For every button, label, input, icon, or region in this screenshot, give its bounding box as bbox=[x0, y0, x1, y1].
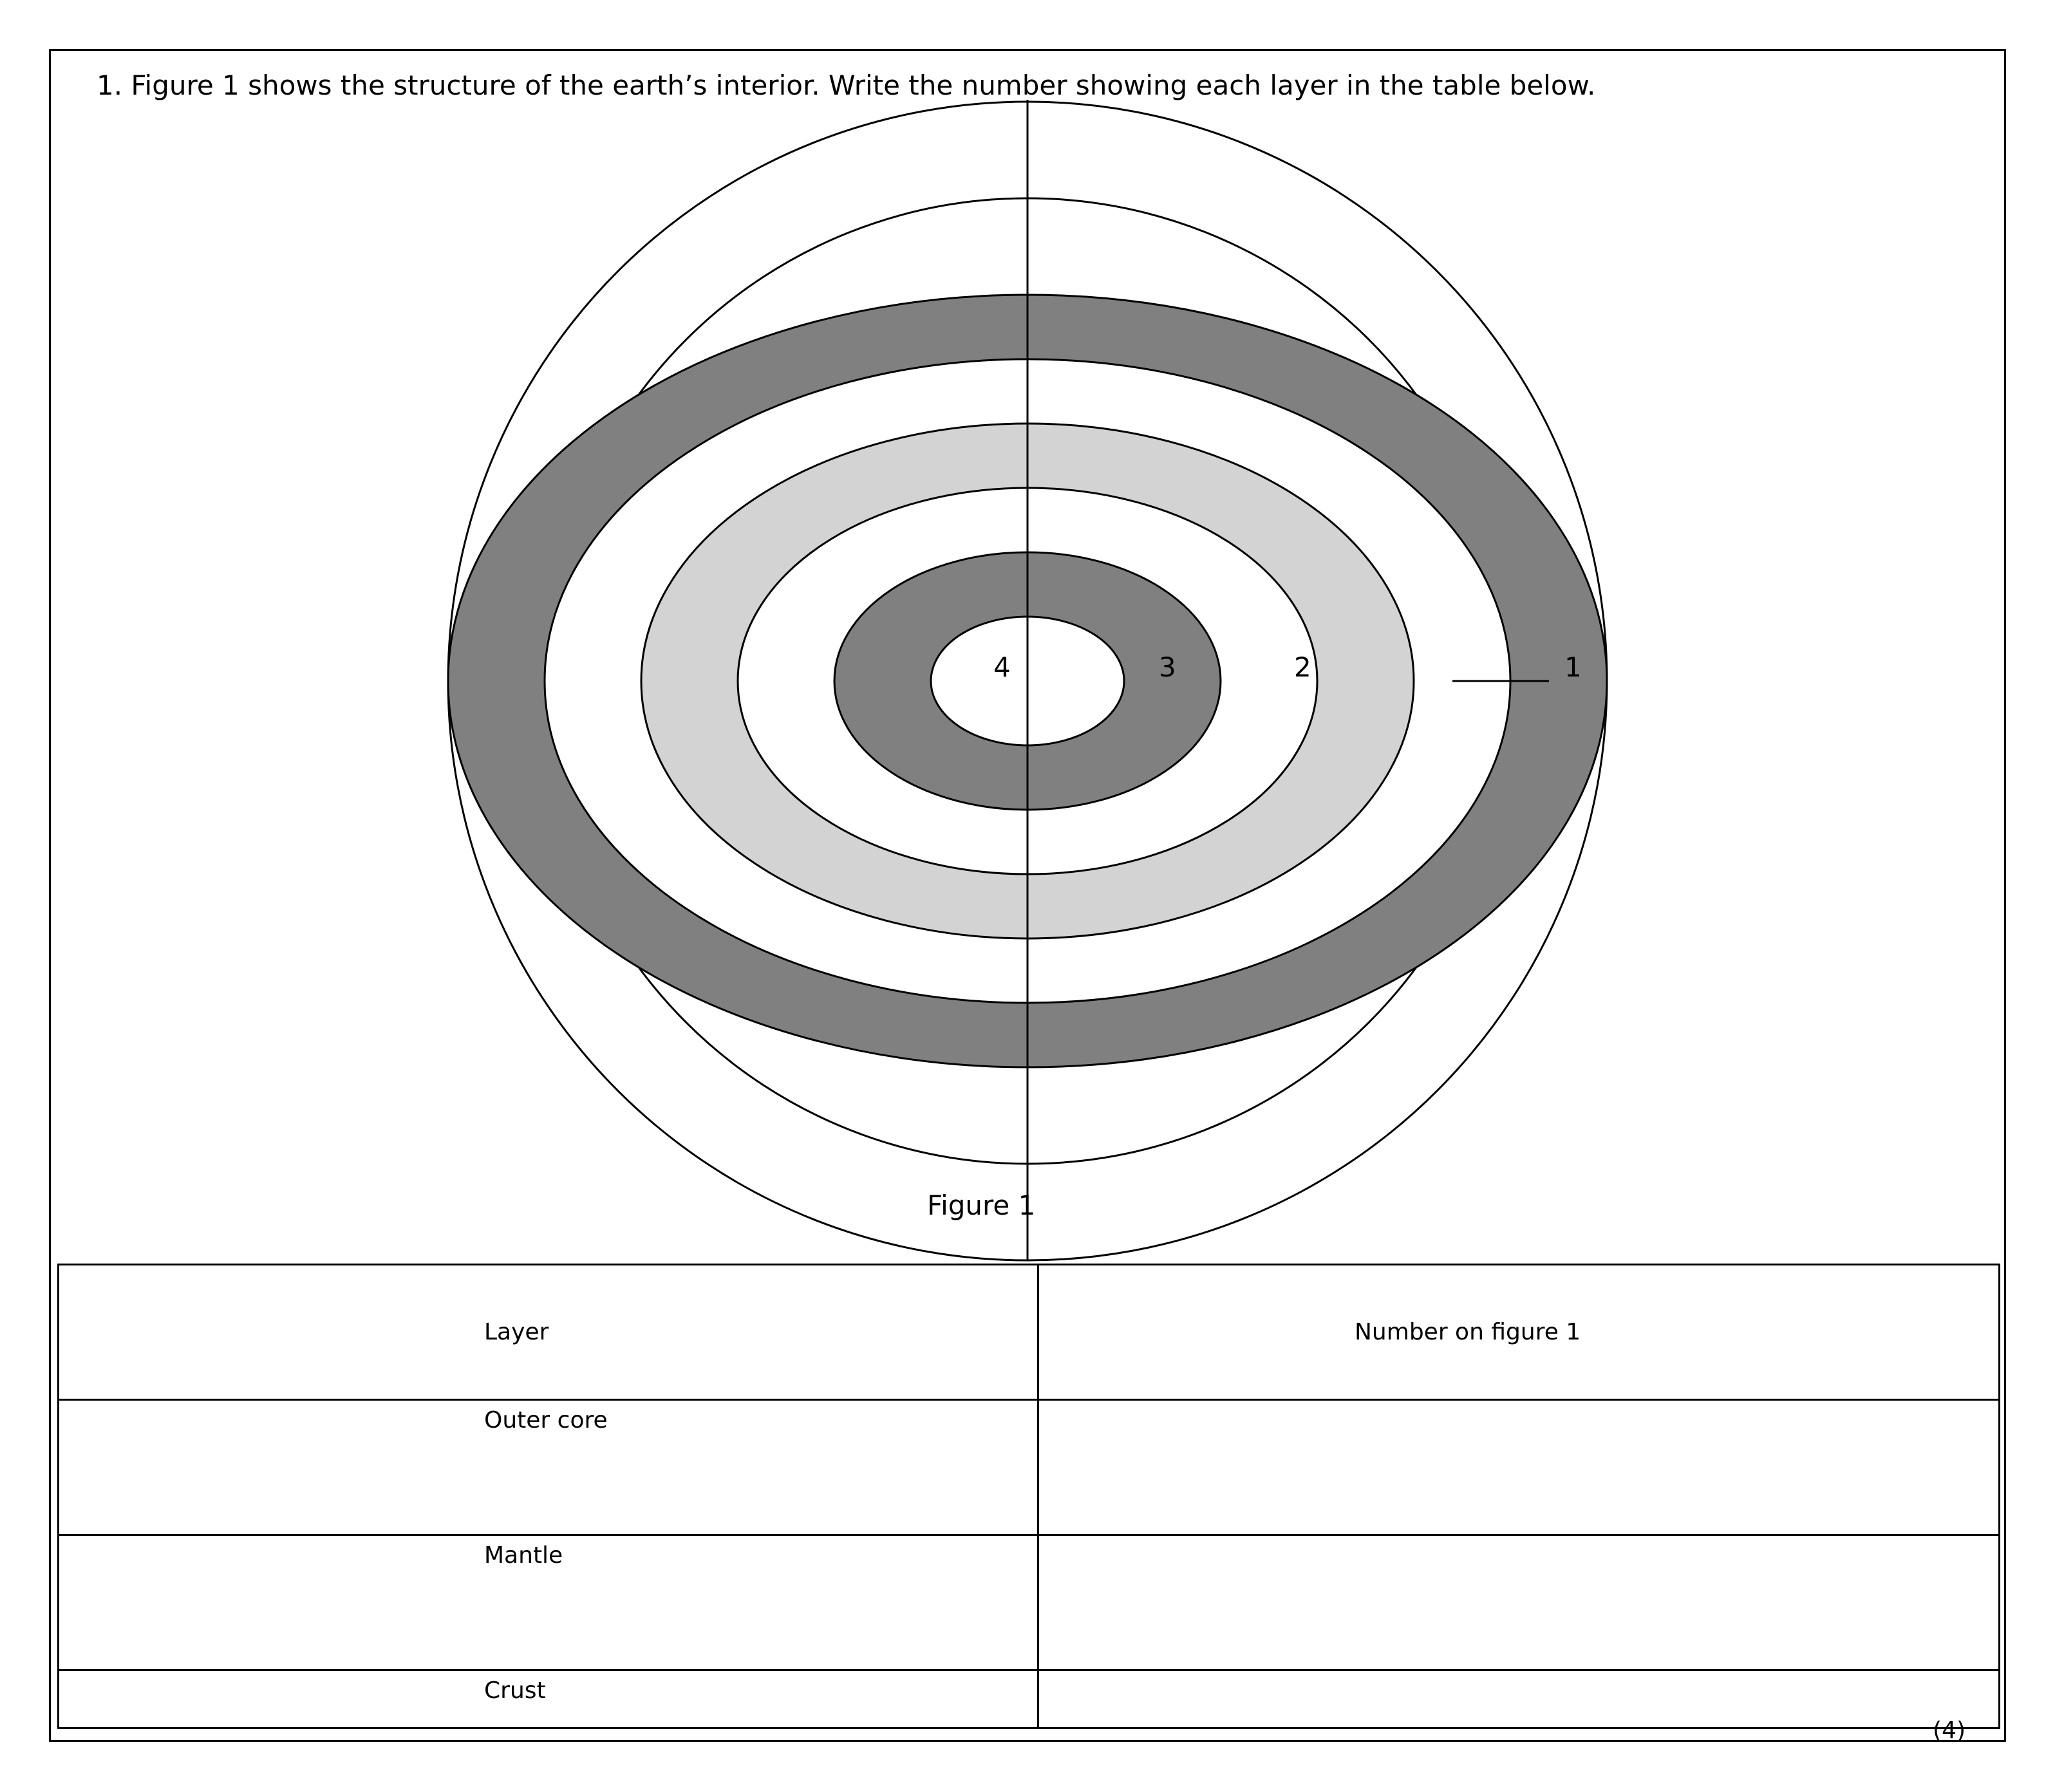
table-row: Crust bbox=[57, 1669, 2000, 1729]
marks-value: (4) bbox=[1933, 1717, 1966, 1744]
answer-table: Layer Number on figure 1 Outer core Mant… bbox=[57, 1264, 2000, 1729]
layer-name-cell: Crust bbox=[57, 1669, 1039, 1729]
answer-cell[interactable] bbox=[1037, 1534, 2000, 1671]
figure-caption: Figure 1 bbox=[927, 1190, 1036, 1221]
label-3: 3 bbox=[1159, 651, 1176, 683]
label-2: 2 bbox=[1294, 651, 1311, 683]
question-text: 1. Figure 1 shows the structure of the e… bbox=[97, 70, 1596, 101]
header-layer: Layer bbox=[57, 1264, 1039, 1401]
answer-cell[interactable] bbox=[1037, 1399, 2000, 1536]
question-frame bbox=[49, 49, 2006, 1742]
label-1: 1 bbox=[1564, 651, 1582, 683]
answer-cell[interactable] bbox=[1037, 1669, 2000, 1729]
layer-name-cell: Outer core bbox=[57, 1399, 1039, 1536]
table-row: Mantle bbox=[57, 1534, 2000, 1671]
header-number: Number on figure 1 bbox=[1037, 1264, 2000, 1401]
table-header-row: Layer Number on figure 1 bbox=[57, 1264, 2000, 1401]
layer-name-cell: Mantle bbox=[57, 1534, 1039, 1671]
label-4: 4 bbox=[993, 651, 1011, 683]
table-row: Outer core bbox=[57, 1399, 2000, 1536]
